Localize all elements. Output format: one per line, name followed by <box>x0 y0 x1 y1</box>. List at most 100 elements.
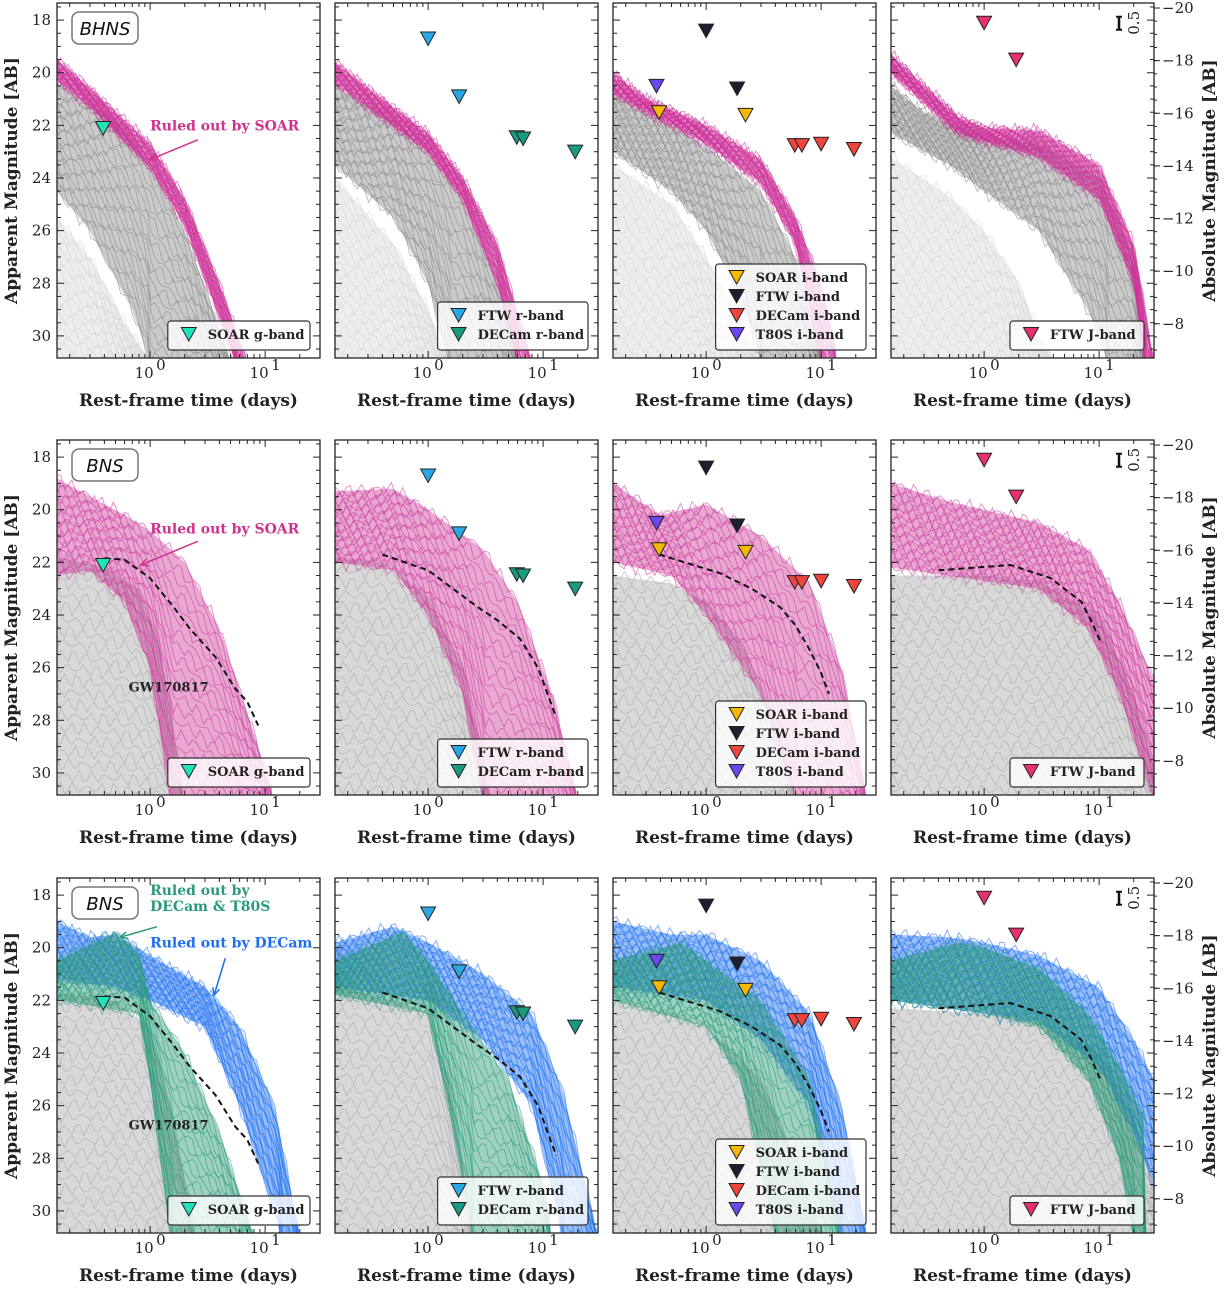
annotation-text: DECam & T80S <box>150 899 270 915</box>
model-light-curve <box>891 107 1142 358</box>
gw170817-label: GW170817 <box>129 1118 209 1133</box>
legend-marker-icon <box>728 764 745 780</box>
model-light-curve <box>613 559 795 795</box>
model-light-curve <box>57 919 300 1233</box>
model-light-curve <box>891 600 1154 785</box>
model-light-curve <box>335 936 551 1233</box>
model-light-curve <box>335 95 517 358</box>
model-light-curve <box>57 946 251 1233</box>
legend-marker-icon <box>728 726 745 742</box>
model-light-curve <box>891 71 1144 358</box>
upper-limit-marker <box>650 980 668 996</box>
model-light-curve <box>57 613 183 795</box>
right-y-tick-label: −10 <box>1162 699 1194 717</box>
model-light-curve <box>891 497 1154 707</box>
model-light-curve <box>57 229 146 358</box>
y-tick-label: 18 <box>32 448 51 466</box>
x-tick-exponent: 1 <box>827 793 837 811</box>
y-axis-label-left: Apparent Magnitude [AB] <box>2 57 22 305</box>
legend-box <box>1009 320 1145 351</box>
x-axis-label: Rest-frame time (days) <box>913 828 1132 848</box>
model-light-curve <box>891 494 1154 706</box>
model-light-curve <box>891 50 1154 358</box>
model-light-curve <box>613 1218 771 1233</box>
model-band-2 <box>891 942 1146 1233</box>
legend-entry: DECam i-band <box>756 746 861 761</box>
model-light-curve <box>57 1182 184 1233</box>
model-light-curve <box>335 93 516 358</box>
model-light-curve <box>335 118 511 358</box>
upper-limit-marker <box>94 996 112 1012</box>
model-light-curve <box>57 71 236 358</box>
model-band-1 <box>891 483 1154 795</box>
model-light-curve <box>57 639 183 795</box>
model-light-curve <box>335 555 485 795</box>
right-y-tick-label: −14 <box>1162 594 1194 612</box>
y-tick-label: 20 <box>32 939 51 957</box>
model-light-curve <box>891 724 1152 795</box>
x-tick-label: 10 <box>528 364 547 382</box>
x-tick-exponent: 1 <box>549 793 559 811</box>
right-y-tick-label: −12 <box>1162 210 1194 228</box>
model-light-curve <box>613 124 814 358</box>
model-light-curve <box>57 707 180 795</box>
model-light-curve <box>335 967 546 1233</box>
right-y-tick-label: −8 <box>1162 315 1184 333</box>
model-light-curve <box>613 93 821 358</box>
upper-limit-marker <box>845 142 863 158</box>
legend-marker-icon <box>450 308 467 324</box>
model-light-curve <box>335 65 527 358</box>
legend-marker-icon <box>728 308 745 324</box>
model-light-curve <box>57 522 266 795</box>
legend: SOAR g-band <box>167 757 311 788</box>
model-light-curve <box>335 298 436 358</box>
model-light-curve <box>335 485 577 795</box>
legend-entry: FTW i-band <box>756 727 840 742</box>
model-band-0 <box>57 557 183 795</box>
model-light-curve <box>613 985 821 1233</box>
model-light-curve <box>891 1116 1154 1223</box>
upper-limit-marker <box>697 460 715 476</box>
model-light-curve <box>891 960 1146 1233</box>
model-light-curve <box>891 532 1154 748</box>
x-tick-label: 10 <box>135 801 154 819</box>
scale-bar-label: 0.5 <box>1125 886 1143 910</box>
model-light-curve <box>891 208 1051 358</box>
model-light-curve <box>57 510 270 795</box>
model-light-curve <box>57 265 145 358</box>
x-tick-exponent: 0 <box>434 1231 444 1249</box>
x-axis-label: Rest-frame time (days) <box>79 1266 298 1286</box>
model-light-curve <box>335 1205 459 1233</box>
model-light-curve <box>57 494 272 795</box>
model-light-curve <box>335 240 447 358</box>
model-light-curve <box>891 129 1107 358</box>
model-light-curve <box>891 541 1154 766</box>
model-light-curve <box>335 146 460 358</box>
upper-limit-marker <box>94 121 112 137</box>
x-axis-label: Rest-frame time (days) <box>635 1266 854 1286</box>
legend: SOAR i-band FTW i-band DECam i-band T80S i-… <box>714 1138 867 1226</box>
x-tick-label: 10 <box>250 364 269 382</box>
annotation-arrowhead <box>148 153 159 161</box>
x-tick-label: 10 <box>691 1239 710 1257</box>
annotation-arrowhead <box>118 931 129 940</box>
legend-marker-icon <box>728 270 745 286</box>
model-light-curve <box>335 75 519 358</box>
model-light-curve <box>335 781 461 795</box>
model-light-curve <box>613 294 750 358</box>
model-light-curve <box>613 995 776 1233</box>
legend-box <box>437 301 589 351</box>
right-y-tick-label: −16 <box>1162 541 1194 559</box>
x-tick-exponent: 1 <box>549 356 559 374</box>
model-light-curve <box>57 1109 194 1233</box>
upper-limit-marker <box>450 964 468 980</box>
legend: SOAR i-band FTW i-band DECam i-band T80S i-… <box>714 263 867 351</box>
axes-frame <box>890 2 1155 359</box>
model-light-curve <box>335 967 547 1233</box>
x-tick-label: 10 <box>1084 364 1103 382</box>
y-tick-label: 30 <box>32 327 51 345</box>
model-label: BNS <box>86 894 123 915</box>
